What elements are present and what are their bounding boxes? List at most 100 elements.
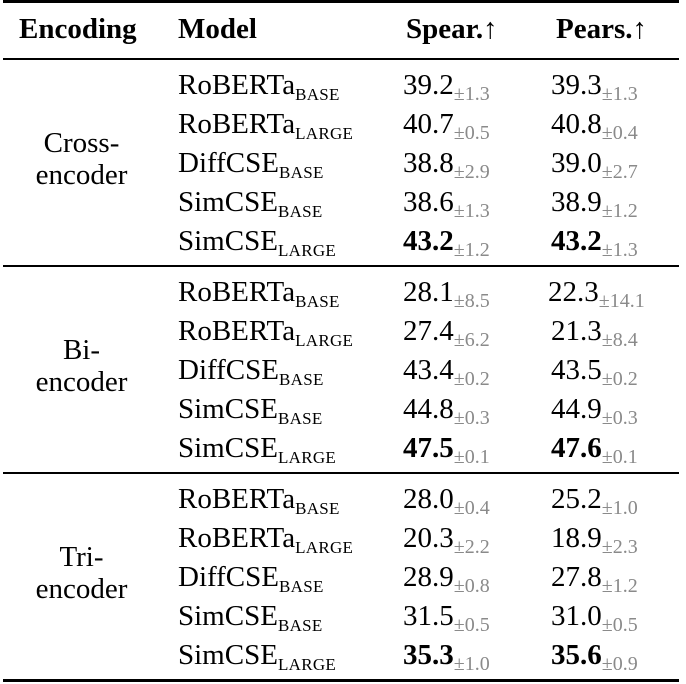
pearson-std: ±0.9 [601, 653, 638, 675]
group-label-line1: Cross- [43, 127, 120, 159]
model-base-name: RoBERTa [178, 108, 296, 140]
spearman-cell: 38.6±1.3 [403, 184, 490, 223]
spearman-cell: 47.5±0.1 [403, 430, 490, 469]
pearson-value: 40.8 [551, 108, 602, 140]
pearson-value-best: 43.2 [551, 225, 602, 257]
pearson-value: 25.2 [551, 483, 602, 515]
spearman-cell: 44.8±0.3 [403, 391, 490, 430]
pearson-std: ±1.2 [601, 200, 638, 222]
model-base-name: RoBERTa [178, 276, 296, 308]
spearman-value: 39.2 [403, 69, 454, 101]
model-name: DiffCSEBASE [178, 559, 324, 599]
spearman-cell: 28.1±8.5 [403, 274, 490, 313]
spearman-std: ±2.9 [453, 161, 490, 183]
spearman-std: ±6.2 [453, 329, 490, 351]
model-name: RoBERTaLARGE [178, 313, 353, 353]
spearman-value: 38.6 [403, 186, 454, 218]
pearson-cell: 38.9±1.2 [551, 184, 638, 223]
pearson-std: ±14.1 [598, 290, 645, 312]
pearson-cell: 18.9±2.3 [551, 520, 638, 559]
spearman-std: ±1.3 [453, 200, 490, 222]
group-rule [3, 265, 679, 267]
spearman-std: ±1.2 [453, 239, 490, 261]
group-label-line2: encoder [35, 573, 128, 605]
group-label: Tri- encoder [0, 541, 163, 605]
model-base-name: RoBERTa [178, 483, 296, 515]
header-spearman: Spear.↑ [406, 13, 498, 45]
model-base-name: SimCSE [178, 639, 278, 671]
spearman-value-best: 35.3 [403, 639, 454, 671]
model-name: SimCSELARGE [178, 430, 336, 470]
model-base-name: RoBERTa [178, 315, 296, 347]
model-name: DiffCSEBASE [178, 352, 324, 392]
pearson-std: ±8.4 [601, 329, 638, 351]
spearman-cell: 35.3±1.0 [403, 637, 490, 676]
model-name: SimCSEBASE [178, 184, 323, 224]
table-row: SimCSELARGE 35.3±1.0 35.6±0.9 [0, 637, 686, 677]
model-variant: BASE [278, 370, 324, 389]
pearson-cell: 22.3±14.1 [548, 274, 645, 313]
spearman-value: 38.8 [403, 147, 454, 179]
pearson-value-best: 35.6 [551, 639, 602, 671]
spearman-value-best: 43.2 [403, 225, 454, 257]
table-row: RoBERTaBASE 39.2±1.3 39.3±1.3 [0, 67, 686, 107]
pearson-std: ±0.4 [601, 122, 638, 144]
table-row: SimCSELARGE 43.2±1.2 43.2±1.3 [0, 223, 686, 263]
model-variant: LARGE [277, 448, 337, 467]
pearson-std: ±2.3 [601, 536, 638, 558]
model-base-name: SimCSE [178, 432, 278, 464]
pearson-std: ±1.3 [601, 239, 638, 261]
spearman-cell: 20.3±2.2 [403, 520, 490, 559]
model-name: SimCSELARGE [178, 637, 336, 677]
pearson-value: 31.0 [551, 600, 602, 632]
model-name: RoBERTaBASE [178, 67, 340, 107]
model-variant: BASE [277, 409, 323, 428]
model-name: RoBERTaLARGE [178, 106, 353, 146]
spearman-std: ±0.5 [453, 122, 490, 144]
group-label-line2: encoder [35, 366, 128, 398]
spearman-std: ±1.0 [453, 653, 490, 675]
model-base-name: SimCSE [178, 600, 278, 632]
model-variant: BASE [278, 577, 324, 596]
table-row: RoBERTaLARGE 27.4±6.2 21.3±8.4 [0, 313, 686, 353]
spearman-value: 27.4 [403, 315, 454, 347]
header-rule [3, 58, 679, 60]
table-row: RoBERTaBASE 28.1±8.5 22.3±14.1 [0, 274, 686, 314]
pearson-std: ±2.7 [601, 161, 638, 183]
pearson-cell: 39.3±1.3 [551, 67, 638, 106]
spearman-cell: 43.2±1.2 [403, 223, 490, 262]
pearson-std: ±0.1 [601, 446, 638, 468]
table-row: RoBERTaLARGE 40.7±0.5 40.8±0.4 [0, 106, 686, 146]
model-variant: BASE [295, 499, 340, 518]
spearman-value: 31.5 [403, 600, 454, 632]
model-name: SimCSEBASE [178, 598, 323, 638]
pearson-cell: 43.5±0.2 [551, 352, 638, 391]
model-variant: LARGE [295, 538, 354, 557]
spearman-value: 28.1 [403, 276, 454, 308]
table-row: SimCSEBASE 31.5±0.5 31.0±0.5 [0, 598, 686, 638]
model-variant: BASE [278, 163, 324, 182]
pearson-cell: 39.0±2.7 [551, 145, 638, 184]
pearson-value: 21.3 [551, 315, 602, 347]
spearman-std: ±0.8 [453, 575, 490, 597]
spearman-value-best: 47.5 [403, 432, 454, 464]
model-name: DiffCSEBASE [178, 145, 324, 185]
model-variant: BASE [295, 85, 340, 104]
pearson-cell: 40.8±0.4 [551, 106, 638, 145]
spearman-cell: 28.0±0.4 [403, 481, 490, 520]
pearson-std: ±1.0 [601, 497, 638, 519]
table-row: RoBERTaBASE 28.0±0.4 25.2±1.0 [0, 481, 686, 521]
model-base-name: DiffCSE [178, 561, 279, 593]
model-variant: LARGE [277, 655, 337, 674]
model-base-name: DiffCSE [178, 147, 279, 179]
table-row: RoBERTaLARGE 20.3±2.2 18.9±2.3 [0, 520, 686, 560]
bottom-rule [3, 679, 679, 682]
pearson-std: ±1.2 [601, 575, 638, 597]
pearson-cell: 25.2±1.0 [551, 481, 638, 520]
group-bi-encoder: Bi- encoder RoBERTaBASE 28.1±8.5 22.3±14… [0, 267, 686, 474]
group-label: Bi- encoder [0, 334, 163, 398]
spearman-value: 44.8 [403, 393, 454, 425]
model-name: SimCSELARGE [178, 223, 336, 263]
spearman-value: 20.3 [403, 522, 454, 554]
model-name: RoBERTaBASE [178, 274, 340, 314]
